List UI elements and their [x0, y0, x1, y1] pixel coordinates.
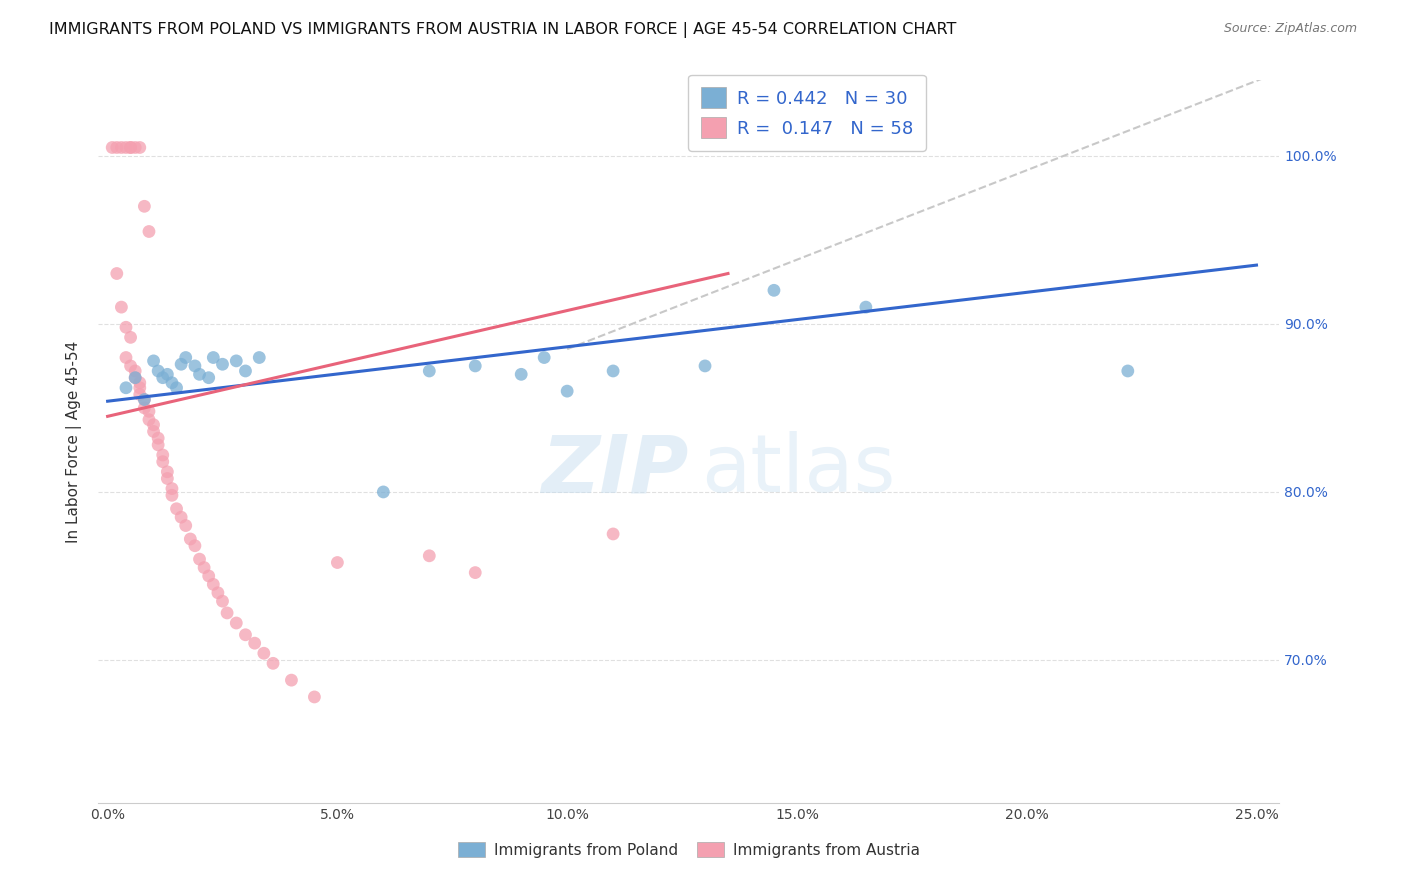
- Point: [115, 320, 138, 334]
- Point: [225, 354, 247, 368]
- Point: [418, 549, 440, 563]
- Point: [120, 140, 142, 154]
- Point: [510, 368, 533, 382]
- Text: IMMIGRANTS FROM POLAND VS IMMIGRANTS FROM AUSTRIA IN LABOR FORCE | AGE 45-54 COR: IMMIGRANTS FROM POLAND VS IMMIGRANTS FRO…: [49, 22, 956, 38]
- Point: [170, 510, 193, 524]
- Point: [105, 140, 128, 154]
- Point: [115, 381, 138, 395]
- Point: [128, 381, 150, 395]
- Point: [142, 417, 165, 432]
- Point: [146, 364, 169, 378]
- Point: [217, 606, 239, 620]
- Point: [156, 471, 179, 485]
- Point: [120, 140, 142, 154]
- Point: [207, 586, 229, 600]
- Point: [188, 552, 211, 566]
- Point: [138, 413, 160, 427]
- Point: [1116, 364, 1139, 378]
- Point: [418, 364, 440, 378]
- Point: [202, 577, 225, 591]
- Point: [262, 657, 284, 671]
- Point: [170, 357, 193, 371]
- Point: [243, 636, 266, 650]
- Point: [110, 140, 132, 154]
- Point: [128, 387, 150, 401]
- Point: [602, 527, 624, 541]
- Point: [142, 425, 165, 439]
- Legend: Immigrants from Poland, Immigrants from Austria: Immigrants from Poland, Immigrants from …: [451, 836, 927, 863]
- Point: [134, 199, 156, 213]
- Point: [253, 646, 276, 660]
- Point: [762, 283, 785, 297]
- Point: [174, 351, 197, 365]
- Point: [146, 431, 169, 445]
- Point: [602, 364, 624, 378]
- Point: [124, 364, 146, 378]
- Point: [134, 392, 156, 407]
- Point: [152, 455, 174, 469]
- Point: [152, 370, 174, 384]
- Point: [152, 448, 174, 462]
- Text: atlas: atlas: [700, 432, 896, 509]
- Point: [124, 140, 146, 154]
- Point: [211, 594, 233, 608]
- Y-axis label: In Labor Force | Age 45-54: In Labor Force | Age 45-54: [66, 341, 83, 542]
- Point: [533, 351, 555, 365]
- Point: [160, 482, 183, 496]
- Point: [225, 615, 247, 630]
- Point: [115, 351, 138, 365]
- Point: [211, 357, 233, 371]
- Point: [166, 501, 188, 516]
- Point: [464, 359, 486, 373]
- Point: [120, 330, 142, 344]
- Point: [193, 560, 215, 574]
- Text: Source: ZipAtlas.com: Source: ZipAtlas.com: [1223, 22, 1357, 36]
- Point: [174, 518, 197, 533]
- Point: [197, 569, 219, 583]
- Point: [110, 300, 132, 314]
- Point: [373, 485, 395, 500]
- Point: [138, 404, 160, 418]
- Point: [160, 376, 183, 390]
- Point: [280, 673, 302, 687]
- Point: [146, 438, 169, 452]
- Point: [105, 267, 128, 281]
- Point: [101, 140, 124, 154]
- Point: [188, 368, 211, 382]
- Point: [128, 140, 150, 154]
- Point: [128, 376, 150, 390]
- Point: [134, 401, 156, 415]
- Point: [184, 359, 207, 373]
- Point: [235, 628, 257, 642]
- Text: ZIP: ZIP: [541, 432, 689, 509]
- Point: [166, 381, 188, 395]
- Point: [156, 368, 179, 382]
- Point: [555, 384, 578, 398]
- Point: [160, 488, 183, 502]
- Point: [464, 566, 486, 580]
- Point: [197, 370, 219, 384]
- Point: [134, 392, 156, 407]
- Point: [326, 556, 349, 570]
- Point: [247, 351, 270, 365]
- Point: [855, 300, 877, 314]
- Point: [124, 370, 146, 384]
- Point: [693, 359, 716, 373]
- Point: [304, 690, 326, 704]
- Point: [120, 359, 142, 373]
- Point: [184, 539, 207, 553]
- Point: [179, 532, 201, 546]
- Point: [202, 351, 225, 365]
- Point: [142, 354, 165, 368]
- Point: [235, 364, 257, 378]
- Point: [124, 370, 146, 384]
- Point: [138, 225, 160, 239]
- Point: [156, 465, 179, 479]
- Point: [115, 140, 138, 154]
